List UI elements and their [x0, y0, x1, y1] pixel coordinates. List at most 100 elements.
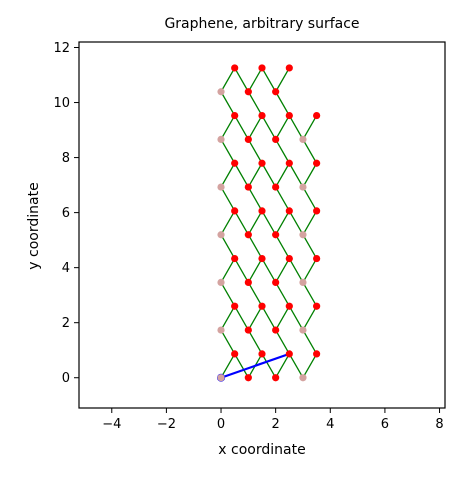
bond-line [220, 67, 236, 93]
surface-atom-point [272, 183, 280, 191]
bond-line [302, 210, 318, 236]
bond-line [275, 305, 290, 331]
surface-atom-point [285, 350, 293, 358]
y-tick-label: 12 [53, 41, 70, 56]
bond-lines [220, 67, 318, 379]
bond-line [302, 258, 318, 283]
bond-line [275, 234, 290, 259]
surface-atom-point [285, 302, 293, 310]
bond-line [302, 234, 318, 259]
bond-line [220, 115, 236, 140]
surface-atom-point [313, 159, 321, 167]
bond-line [261, 305, 277, 331]
bond-line [261, 115, 277, 140]
bond-line [220, 353, 236, 379]
bond-line [261, 353, 277, 379]
edge-atom-point [217, 135, 225, 144]
surface-atom-point [313, 350, 321, 358]
edge-atom-point [299, 231, 307, 239]
bond-line [275, 329, 290, 355]
bond-line [247, 67, 263, 93]
bond-line [288, 115, 304, 140]
surface-atom-point [258, 350, 266, 358]
x-axis-label: x coordinate [218, 442, 305, 458]
surface-atom-point [231, 159, 239, 167]
bond-line [220, 186, 236, 212]
surface-atom-point [285, 159, 293, 167]
surface-atom-point [231, 207, 239, 215]
axis-ticks: −4 −2 0 2 4 6 8 0 2 4 6 8 10 12 [53, 41, 443, 432]
surface-atom-point [272, 374, 280, 382]
bond-line [275, 139, 290, 164]
surface-atom-point [244, 278, 252, 287]
bond-line [220, 91, 236, 116]
surface-atom-point [272, 278, 280, 287]
bond-line [247, 210, 263, 236]
bond-line [302, 139, 318, 164]
bond-line [288, 162, 304, 188]
edge-atom-point [217, 374, 225, 382]
y-tick-label: 4 [62, 261, 70, 276]
bond-line [247, 115, 263, 140]
surface-atom-point [231, 302, 239, 310]
bond-line [275, 282, 290, 307]
edge-atom-point [299, 326, 307, 334]
edge-atom-point [299, 183, 307, 191]
bond-line [275, 67, 290, 93]
surface-atom-point [231, 254, 239, 263]
bond-line [220, 139, 236, 164]
bond-line [275, 91, 290, 116]
y-axis-label: y coordinate [26, 182, 42, 269]
y-tick-label: 2 [62, 316, 70, 331]
bond-line [302, 329, 318, 355]
bond-line [288, 305, 304, 331]
bond-line [234, 305, 249, 331]
bond-line [234, 162, 249, 188]
bond-line [247, 139, 263, 164]
bond-line [247, 91, 263, 116]
atom-points [217, 64, 321, 382]
bond-line [220, 210, 236, 236]
bond-line [220, 329, 236, 355]
surface-atom-point [244, 326, 252, 334]
surface-atom-point [231, 350, 239, 358]
surface-atom-point [258, 207, 266, 215]
bond-line [247, 258, 263, 283]
bond-line [220, 258, 236, 283]
surface-atom-point [231, 111, 239, 120]
edge-atom-point [299, 135, 307, 144]
edge-atom-point [217, 183, 225, 191]
bond-line [261, 67, 277, 93]
edge-atom-point [217, 278, 225, 287]
surface-atom-point [258, 111, 266, 120]
bond-line [220, 234, 236, 259]
bond-line [275, 210, 290, 236]
surface-atom-point [244, 88, 252, 96]
surface-atom-point [313, 302, 321, 310]
surface-atom-point [285, 111, 293, 120]
bond-line [234, 353, 249, 379]
plot-frame [78, 41, 446, 409]
x-tick-label: −4 [102, 417, 121, 432]
surface-atom-point [258, 254, 266, 263]
bond-line [261, 210, 277, 236]
x-tick-label: 0 [217, 417, 225, 432]
bond-line [302, 115, 318, 140]
surface-atom-point [258, 159, 266, 167]
bond-line [288, 258, 304, 283]
surface-atom-point [272, 326, 280, 334]
bond-line [261, 258, 277, 283]
bond-line [247, 282, 263, 307]
edge-atom-point [217, 231, 225, 239]
surface-atom-point [272, 135, 280, 144]
bond-line [247, 186, 263, 212]
bond-line [302, 282, 318, 307]
surface-atom-point [244, 374, 252, 382]
bond-line [234, 210, 249, 236]
surface-atom-point [244, 135, 252, 144]
surface-atom-point [231, 64, 239, 72]
y-tick-label: 10 [53, 96, 70, 111]
surface-atom-point [272, 231, 280, 239]
bond-line [234, 67, 249, 93]
